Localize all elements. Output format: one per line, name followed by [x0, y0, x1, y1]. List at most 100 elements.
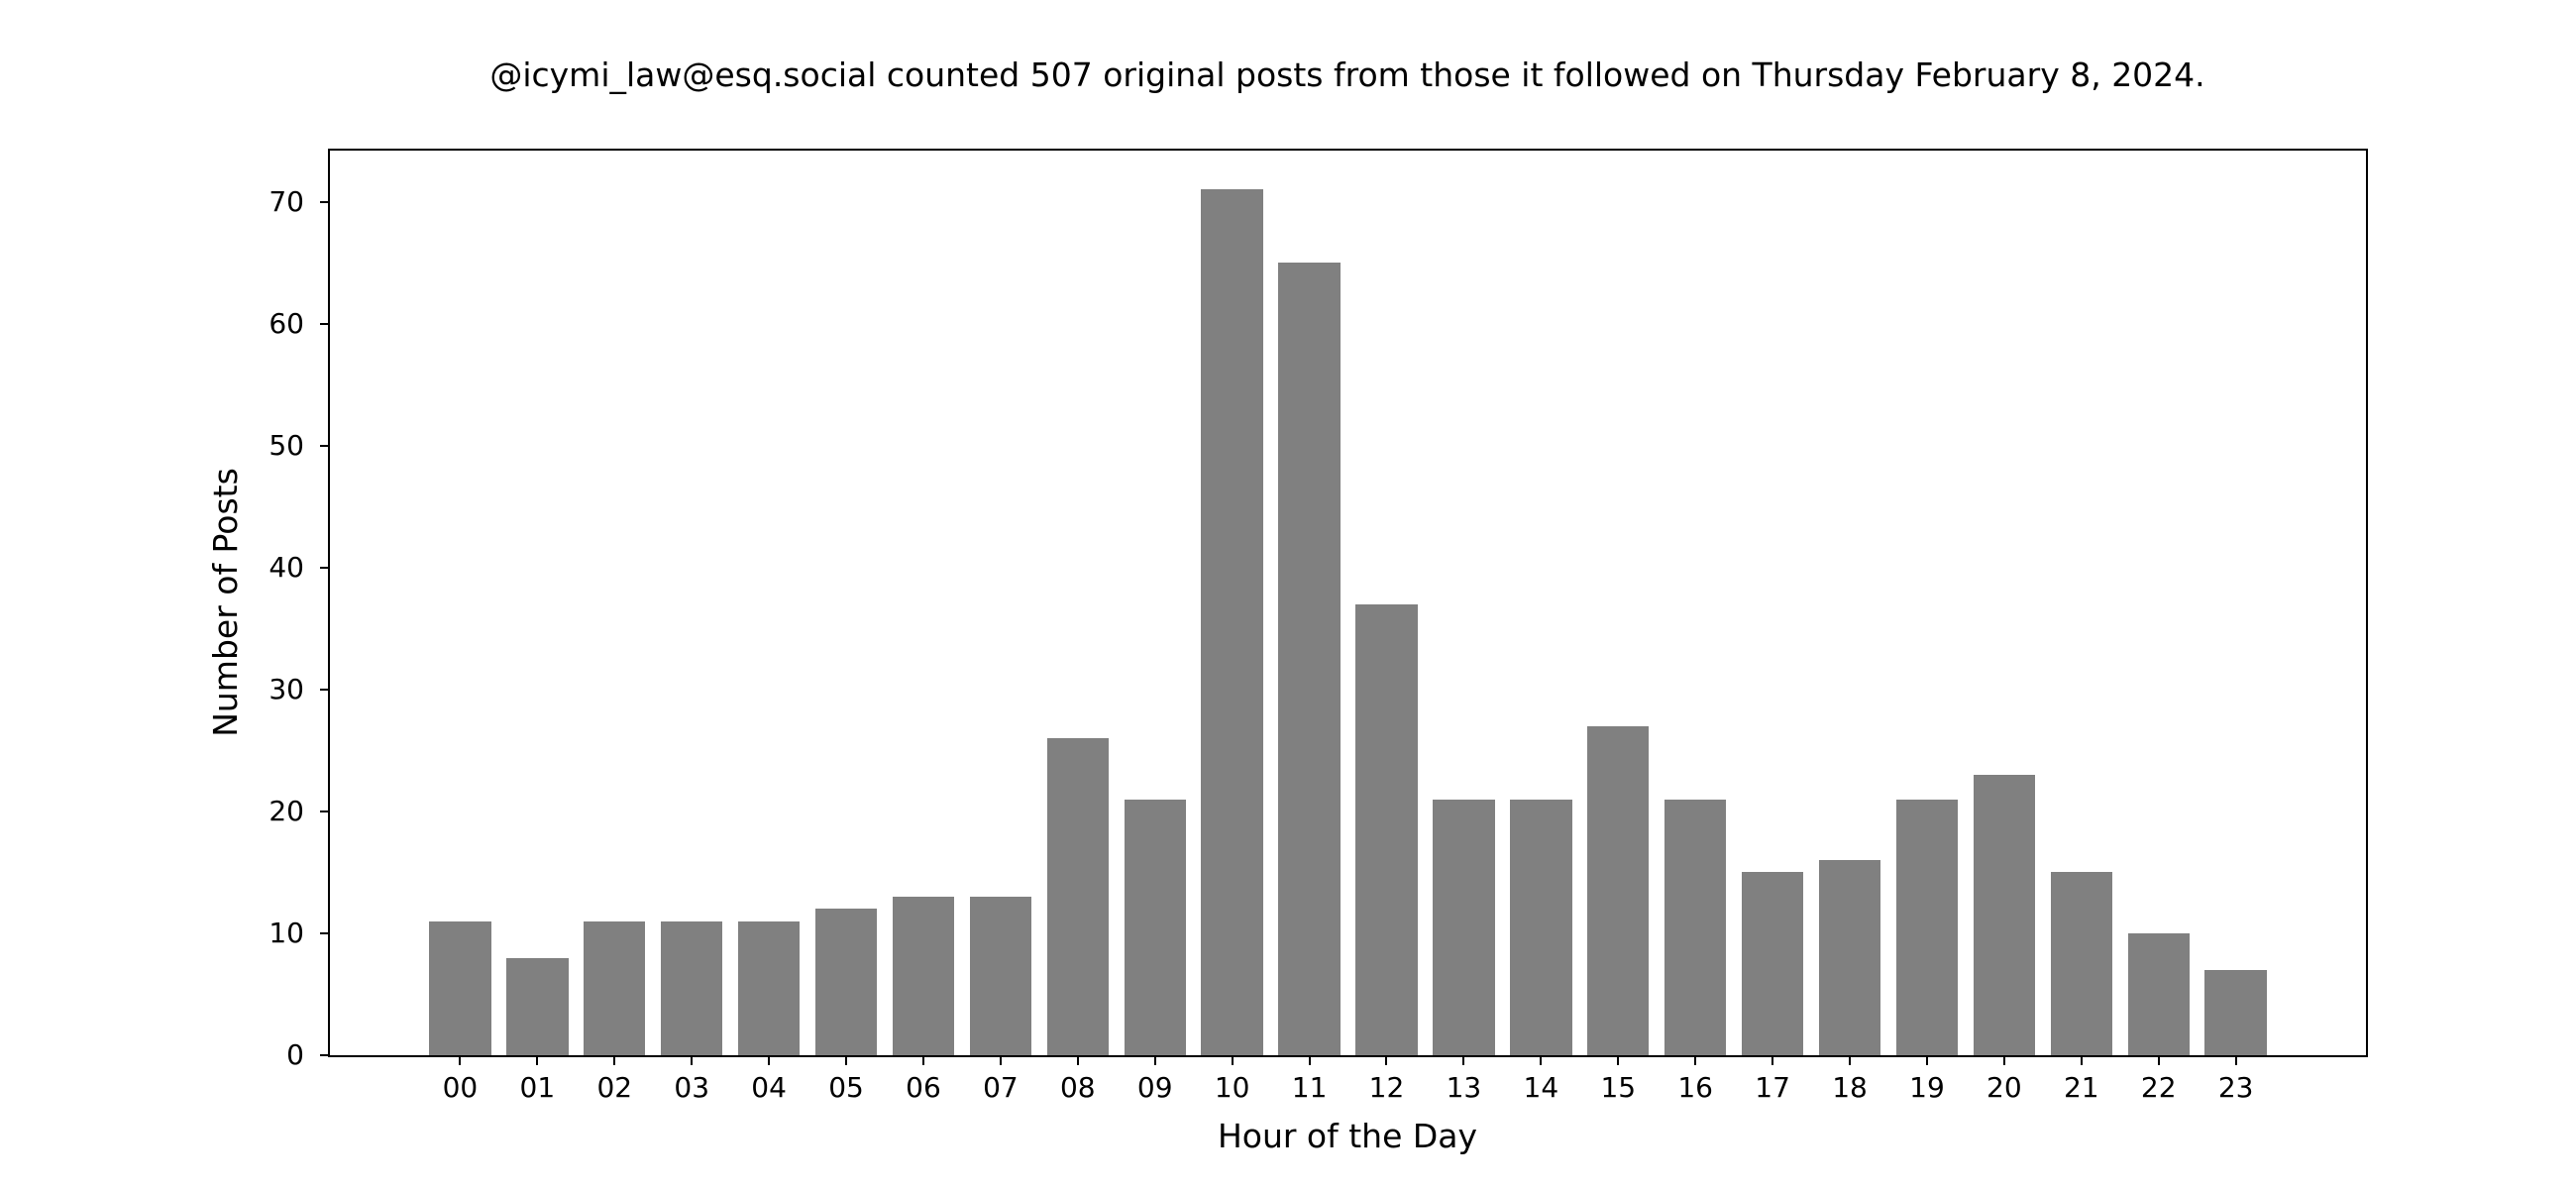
- chart-title: @icymi_law@esq.social counted 507 origin…: [489, 55, 2205, 94]
- x-tick-slot-19: 19: [1888, 1055, 1966, 1102]
- x-tick-label-16: 16: [1677, 1071, 1713, 1104]
- x-tick-label-10: 10: [1214, 1071, 1250, 1104]
- bar-04: [737, 920, 801, 1055]
- bar-10: [1201, 189, 1263, 1055]
- x-tick-slot-12: 12: [1348, 1055, 1426, 1102]
- bar-05: [814, 909, 878, 1055]
- bar-02: [584, 920, 646, 1055]
- x-tick-mark-13: [1462, 1055, 1465, 1065]
- x-tick-label-19: 19: [1909, 1071, 1945, 1104]
- x-tick-mark-01: [536, 1055, 539, 1065]
- plot-area: 00 01 02 03 04 05 06 07 08 09 10 11 12 13 14 15 16 17 18 19…: [268, 149, 2368, 1102]
- bar-slot-07: [962, 151, 1039, 1055]
- x-tick-slot-20: 20: [1966, 1055, 2043, 1102]
- bar-slot-23: [2198, 151, 2275, 1055]
- x-tick-label-12: 12: [1368, 1071, 1405, 1104]
- bar-slot-05: [807, 151, 885, 1055]
- y-tick-label-20: 20: [268, 794, 304, 827]
- bar-slot-08: [1039, 151, 1117, 1055]
- x-tick-label-21: 21: [2063, 1071, 2099, 1104]
- x-tick-slot-06: 06: [885, 1055, 962, 1102]
- x-tick-label-15: 15: [1600, 1071, 1637, 1104]
- x-tick-label-01: 01: [519, 1071, 556, 1104]
- y-tick-mark-10: [320, 931, 330, 934]
- x-tick-label-05: 05: [828, 1071, 864, 1104]
- x-tick-slot-10: 10: [1194, 1055, 1271, 1102]
- bar-13: [1433, 799, 1495, 1055]
- x-tick-label-00: 00: [442, 1071, 479, 1104]
- x-tick-slot-22: 22: [2120, 1055, 2198, 1102]
- y-tick-mark-70: [320, 200, 330, 203]
- y-tick-label-10: 10: [268, 916, 304, 949]
- x-tick-mark-03: [691, 1055, 694, 1065]
- bar-08: [1046, 738, 1109, 1055]
- x-tick-label-22: 22: [2140, 1071, 2177, 1104]
- bar-slot-01: [498, 151, 576, 1055]
- y-tick-label-30: 30: [268, 672, 304, 705]
- x-tick-label-20: 20: [1986, 1071, 2022, 1104]
- x-tick-mark-22: [2157, 1055, 2160, 1065]
- x-tick-mark-23: [2234, 1055, 2237, 1065]
- x-tick-mark-11: [1308, 1055, 1311, 1065]
- bar-19: [1895, 799, 1959, 1055]
- x-tick-label-03: 03: [674, 1071, 710, 1104]
- x-tick-label-07: 07: [983, 1071, 1019, 1104]
- bar-slot-18: [1811, 151, 1888, 1055]
- bar-15: [1587, 725, 1650, 1055]
- bar-14: [1510, 799, 1572, 1055]
- bar-09: [1124, 799, 1186, 1055]
- x-tick-label-04: 04: [751, 1071, 787, 1104]
- x-tick-mark-06: [921, 1055, 924, 1065]
- bar-slot-13: [1425, 151, 1502, 1055]
- x-tick-label-23: 23: [2217, 1071, 2254, 1104]
- x-tick-slot-05: 05: [807, 1055, 885, 1102]
- x-tick-mark-16: [1694, 1055, 1697, 1065]
- bar-00: [429, 920, 491, 1055]
- bar-07: [969, 897, 1032, 1055]
- y-tick-mark-30: [320, 688, 330, 691]
- x-tick-mark-21: [2080, 1055, 2083, 1065]
- x-tick-label-14: 14: [1523, 1071, 1559, 1104]
- x-tick-slot-03: 03: [653, 1055, 730, 1102]
- x-tick-label-18: 18: [1832, 1071, 1868, 1104]
- bar-20: [1973, 775, 2036, 1055]
- bar-slot-02: [576, 151, 653, 1055]
- x-tick-label-09: 09: [1136, 1071, 1173, 1104]
- x-tick-slot-01: 01: [498, 1055, 576, 1102]
- x-tick-label-02: 02: [596, 1071, 633, 1104]
- bar-16: [1664, 799, 1727, 1055]
- bar-slot-19: [1888, 151, 1966, 1055]
- bar-slot-22: [2120, 151, 2198, 1055]
- y-tick-mark-40: [320, 566, 330, 569]
- x-tick-mark-15: [1617, 1055, 1620, 1065]
- bar-slot-06: [885, 151, 962, 1055]
- bar-21: [2050, 872, 2112, 1055]
- bar-slot-03: [653, 151, 730, 1055]
- x-tick-slot-11: 11: [1271, 1055, 1348, 1102]
- bars-container: [330, 151, 2366, 1055]
- x-tick-label-11: 11: [1291, 1071, 1328, 1104]
- x-tick-mark-08: [1076, 1055, 1079, 1065]
- y-tick-mark-60: [320, 322, 330, 325]
- y-axis-label: Number of Posts: [206, 468, 246, 737]
- y-tick-label-70: 70: [268, 184, 304, 218]
- x-tick-slot-16: 16: [1657, 1055, 1734, 1102]
- x-tick-mark-14: [1540, 1055, 1543, 1065]
- bar-slot-00: [421, 151, 498, 1055]
- bar-01: [506, 957, 569, 1055]
- x-tick-slot-14: 14: [1502, 1055, 1579, 1102]
- x-tick-slot-17: 17: [1734, 1055, 1811, 1102]
- x-tick-label-06: 06: [906, 1071, 941, 1104]
- x-tick-label-17: 17: [1755, 1071, 1790, 1104]
- bar-slot-17: [1734, 151, 1811, 1055]
- bar-17: [1741, 872, 1804, 1055]
- x-tick-slot-21: 21: [2043, 1055, 2120, 1102]
- x-tick-slot-07: 07: [962, 1055, 1039, 1102]
- x-tick-mark-07: [999, 1055, 1002, 1065]
- x-tick-slot-23: 23: [2198, 1055, 2275, 1102]
- x-tick-label-08: 08: [1059, 1071, 1096, 1104]
- x-tick-slot-08: 08: [1039, 1055, 1117, 1102]
- y-tick-label-0: 0: [286, 1038, 304, 1071]
- x-tick-slot-02: 02: [576, 1055, 653, 1102]
